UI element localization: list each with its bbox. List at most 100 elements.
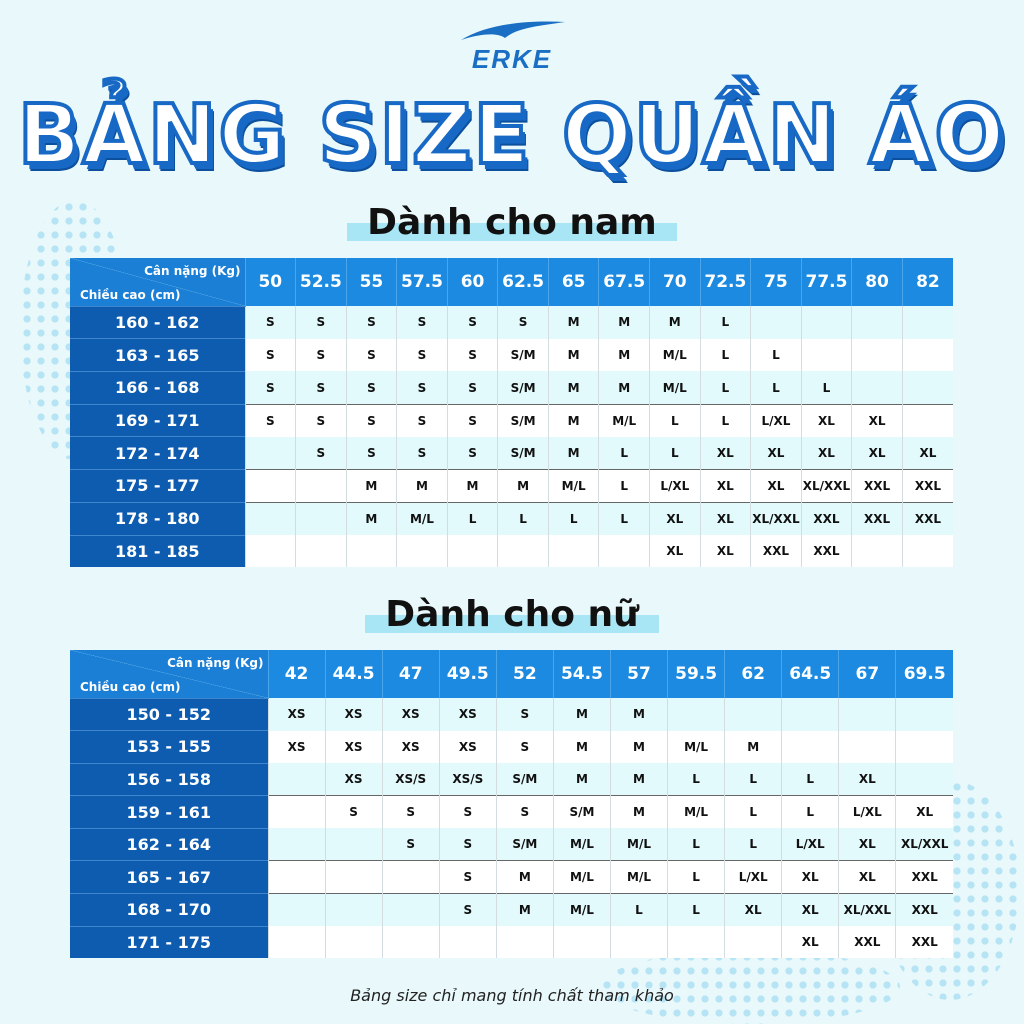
size-cell (901, 338, 953, 372)
female-heading-wrap: Dành cho nữ (0, 594, 1024, 635)
size-cell: L (724, 763, 782, 796)
table-row: 169 - 171 S S S S S S/M M M/L L L L/XL XL XL (70, 403, 953, 437)
size-cell: M/L (552, 893, 611, 927)
size-cell: XS (438, 730, 497, 764)
size-cell: XL (800, 403, 852, 437)
size-cell (295, 535, 347, 567)
size-cell (324, 860, 383, 894)
weight-header: 55 (345, 258, 397, 306)
weight-header: 50 (244, 258, 296, 306)
size-cell: XS/S (438, 763, 497, 796)
size-cell: L (667, 763, 725, 796)
size-cell: M (345, 501, 397, 536)
size-cell (667, 698, 725, 731)
size-cell (267, 893, 326, 927)
size-cell: L (699, 306, 751, 339)
size-cell (244, 535, 296, 567)
weight-header: 70 (649, 258, 701, 306)
size-cell: S (446, 403, 498, 437)
size-cell (901, 306, 953, 339)
size-cell (781, 730, 839, 764)
size-cell: L/XL (838, 795, 896, 829)
size-cell (381, 926, 440, 958)
size-cell (838, 730, 896, 764)
size-cell: XL (699, 469, 751, 503)
size-cell: M (609, 763, 668, 796)
size-cell: S (495, 795, 554, 829)
size-cell: M (547, 436, 599, 470)
size-cell: XXL (895, 860, 953, 894)
size-cell: S (345, 436, 397, 470)
size-cell: L (649, 403, 701, 437)
size-cell: L (750, 371, 802, 405)
size-cell (552, 926, 611, 958)
size-cell (838, 698, 896, 731)
footer-note: Bảng size chỉ mang tính chất tham khảo (350, 986, 674, 1005)
size-cell: M (649, 306, 701, 339)
size-cell: XS (324, 763, 383, 796)
size-cell: XS (324, 730, 383, 764)
size-cell: L (699, 338, 751, 372)
size-cell: XS (324, 698, 383, 731)
size-cell: XS/S (381, 763, 440, 796)
size-cell: XL/XXL (838, 893, 896, 927)
size-cell: L (547, 501, 599, 536)
size-cell (446, 535, 498, 567)
size-cell: XL (838, 828, 896, 861)
size-cell: XL (649, 501, 701, 536)
height-range: 168 - 170 (70, 893, 268, 927)
size-cell: XXL (895, 893, 953, 927)
size-cell (324, 926, 383, 958)
size-cell (895, 763, 953, 796)
size-cell: XL (901, 436, 953, 470)
size-cell: S (345, 403, 397, 437)
size-cell: M (609, 795, 668, 829)
page-title: BẢNG SIZE QUẦN ÁO (16, 86, 1007, 185)
size-cell (800, 306, 852, 339)
size-cell: S (396, 338, 448, 372)
size-cell: XXL (851, 469, 903, 503)
size-cell: L (667, 828, 725, 861)
size-cell: M (547, 371, 599, 405)
size-cell (851, 306, 903, 339)
size-cell: S (295, 436, 347, 470)
size-cell: S (438, 795, 497, 829)
size-cell: XL (851, 403, 903, 437)
size-cell: XS (381, 730, 440, 764)
weight-header: 59.5 (667, 650, 725, 698)
size-cell: S/M (552, 795, 611, 829)
table-row: 162 - 164 S S S/M M/L M/L L L L/XL XL XL/XXL (70, 827, 953, 861)
male-size-table: Cân nặng (Kg) Chiều cao (cm) 50 52.5 55 57.5 6… (70, 258, 953, 567)
table-row: 178 - 180 M M/L L L L L XL XL XL/XXL XXL XXL XXL (70, 501, 953, 536)
size-cell: S/M (497, 338, 549, 372)
size-cell: S/M (497, 403, 549, 437)
table-row: 165 - 167 S M M/L M/L L L/XL XL XL XXL (70, 860, 953, 894)
height-range: 166 - 168 (70, 370, 245, 405)
size-cell: M (552, 698, 611, 731)
size-cell: L/XL (750, 403, 802, 437)
table-row: 160 - 162 S S S S S S M M M L (70, 305, 953, 339)
size-cell (345, 535, 397, 567)
size-cell (851, 535, 903, 567)
size-cell: L (649, 436, 701, 470)
size-cell: XXL (838, 926, 896, 958)
size-cell: S (244, 371, 296, 405)
height-range: 159 - 161 (70, 795, 268, 829)
size-cell: XL/XXL (800, 469, 852, 503)
size-cell: M/L (609, 860, 668, 894)
erke-swoosh-icon (461, 21, 565, 40)
size-cell: M (547, 403, 599, 437)
size-cell: M (724, 730, 782, 764)
size-cell: XL (750, 469, 802, 503)
size-cell: XL (838, 860, 896, 894)
weight-header: 52 (495, 650, 554, 698)
size-cell (901, 371, 953, 405)
size-cell (267, 795, 326, 829)
table-row: 166 - 168 S S S S S S/M M M M/L L L L (70, 370, 953, 405)
height-range: 150 - 152 (70, 697, 268, 731)
weight-header: 64.5 (781, 650, 839, 698)
size-cell: XL/XXL (750, 501, 802, 536)
size-cell: L (800, 371, 852, 405)
table-row: 159 - 161 S S S S S/M M M/L L L L/XL XL (70, 795, 953, 829)
size-cell: L (750, 338, 802, 372)
